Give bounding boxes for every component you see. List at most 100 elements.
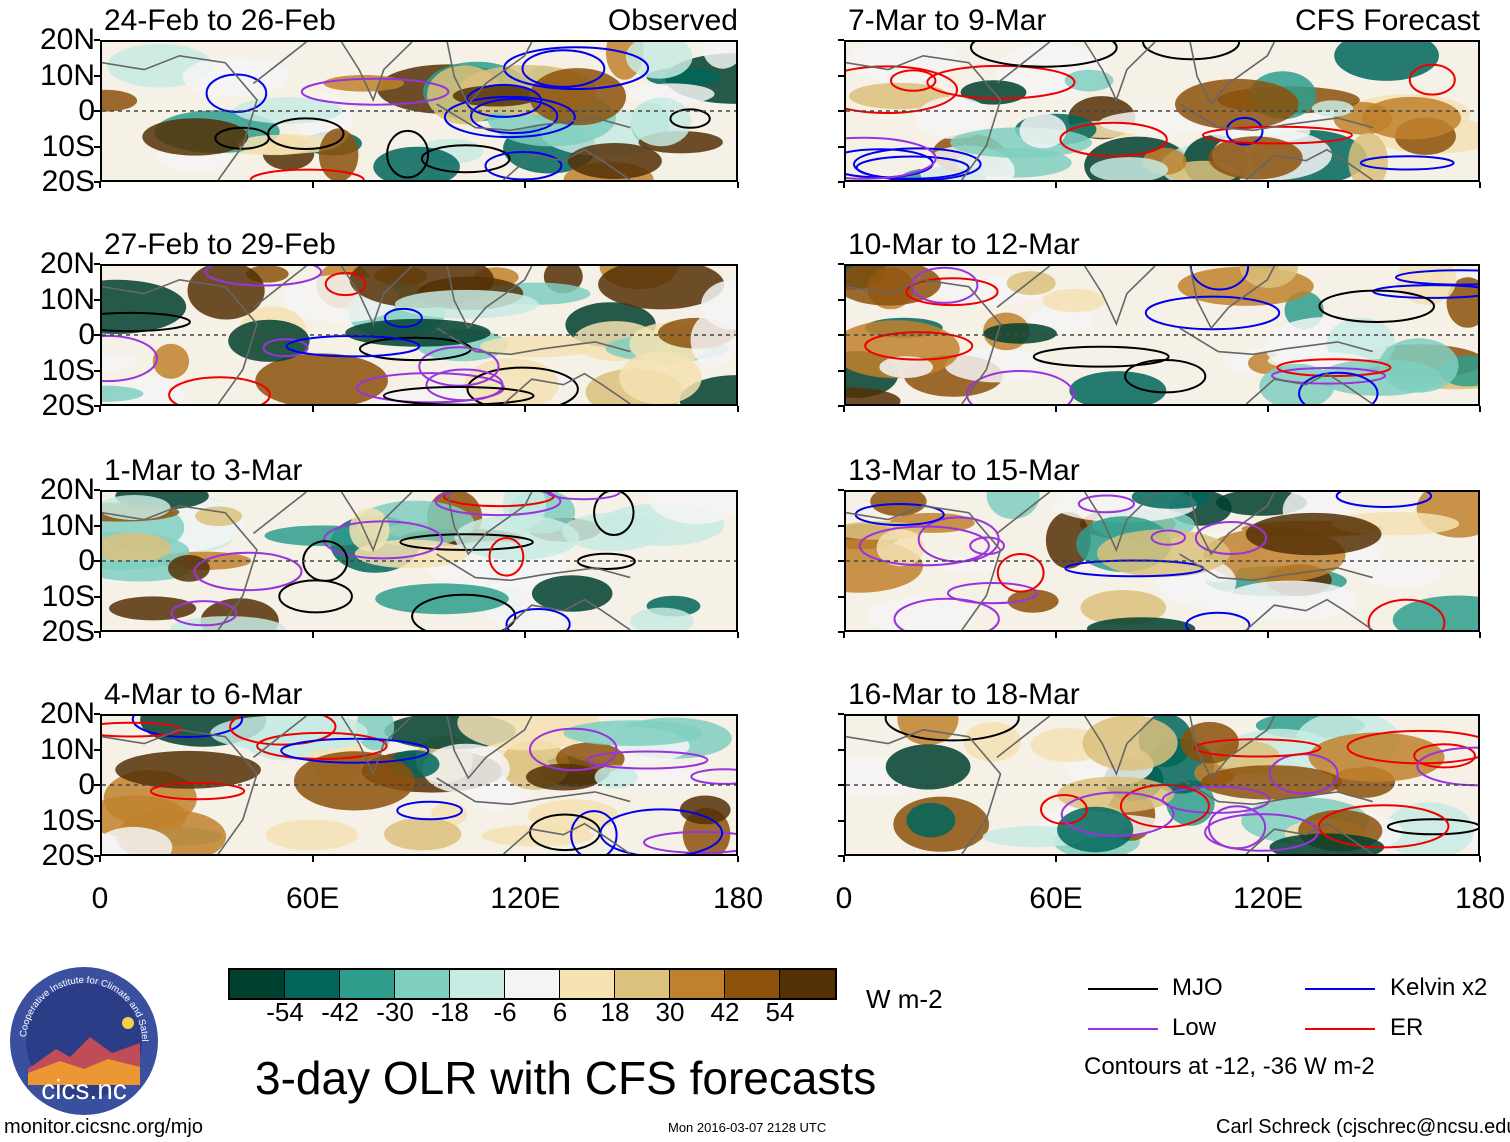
wave-contour <box>1276 358 1392 377</box>
olr-anomaly-blob <box>1057 806 1134 853</box>
olr-anomaly-blob <box>102 279 187 334</box>
olr-anomaly-blob <box>318 128 359 180</box>
lon-label: 180 <box>712 882 764 915</box>
wave-contour <box>1395 269 1478 286</box>
olr-anomaly-blob <box>1045 511 1091 569</box>
footer-timestamp: Mon 2016-03-07 2128 UTC <box>668 1120 827 1135</box>
wave-contour <box>131 716 244 738</box>
wave-contour <box>102 334 158 383</box>
panel-title: 16-Mar to 18-Mar <box>848 678 1080 711</box>
olr-anomaly-blob <box>1080 590 1167 626</box>
lat-tick <box>838 631 844 633</box>
lat-tick <box>838 181 844 183</box>
wave-contour <box>1060 791 1175 837</box>
wave-contour <box>893 597 1000 630</box>
coastline-africa <box>846 504 1002 630</box>
lat-tick <box>838 855 844 857</box>
colorbar-label: 42 <box>710 997 740 1027</box>
footer-author: Carl Schreck (cjschrec@ncsu.edu) <box>1216 1116 1510 1138</box>
colorbar-label: 6 <box>552 997 568 1027</box>
lat-tick <box>94 524 100 527</box>
olr-anomaly-blob <box>102 385 144 402</box>
wave-contour <box>884 716 1020 742</box>
lon-tick <box>99 856 101 862</box>
olr-anomaly-blob <box>647 492 736 524</box>
olr-anomaly-blob <box>1269 833 1385 854</box>
wave-contour <box>643 830 736 854</box>
colorbar-label: 30 <box>655 997 685 1027</box>
wave-contour <box>1204 813 1319 852</box>
lon-label: 180 <box>1454 882 1506 915</box>
wave-contour <box>170 600 238 627</box>
olr-anomaly-blob <box>702 42 736 69</box>
olr-anomaly-blob <box>1245 512 1382 556</box>
lon-tick <box>311 406 314 412</box>
lon-tick <box>99 406 101 412</box>
wave-contour <box>396 800 463 821</box>
colorbar-label: -30 <box>376 997 414 1027</box>
lat-tick <box>838 784 844 786</box>
colorbar-swatch <box>670 970 725 998</box>
lat-tick <box>838 524 844 527</box>
lat-label: 10S <box>41 803 95 837</box>
lat-label: 10S <box>41 579 95 613</box>
olr-anomaly-blob <box>481 824 594 847</box>
wave-contour <box>1207 805 1267 850</box>
olr-anomaly-blob <box>1175 78 1299 130</box>
legend-label-mjo: MJO <box>1172 974 1223 1001</box>
olr-map-panel <box>844 264 1480 406</box>
wave-contour <box>384 307 423 328</box>
olr-anomaly-blob <box>679 795 731 825</box>
colorbar <box>228 968 837 1000</box>
colorbar-swatch <box>395 970 450 998</box>
olr-anomaly-blob <box>906 802 956 838</box>
olr-anomaly-blob <box>625 42 693 79</box>
olr-anomaly-blob <box>986 492 1040 519</box>
wave-contour <box>969 42 1118 68</box>
wave-contour <box>434 492 562 517</box>
olr-map-panel <box>100 40 738 182</box>
lon-tick <box>1267 182 1269 188</box>
coastline-arabia <box>996 716 1051 759</box>
coastline-india <box>340 492 413 553</box>
coastline-seasia <box>446 492 533 556</box>
lat-label: 0 <box>78 94 95 127</box>
lat-tick <box>94 145 100 148</box>
olr-anomaly-blob <box>563 720 703 746</box>
coastline-australia <box>1245 372 1374 404</box>
wave-contour <box>267 117 345 150</box>
olr-anomaly-blob <box>846 387 901 404</box>
wave-contour <box>996 553 1045 593</box>
wave-contour <box>905 277 999 307</box>
coastline-arabia <box>996 266 1051 309</box>
lon-label: 0 <box>91 882 109 915</box>
lon-tick <box>1267 632 1269 638</box>
lat-tick <box>94 298 100 301</box>
wave-contour <box>249 168 365 180</box>
lat-label: 0 <box>78 544 95 577</box>
lat-label: 10N <box>39 58 95 92</box>
coastline-seasia <box>1189 716 1276 780</box>
colorbar-swatch <box>230 970 285 998</box>
lat-tick <box>94 560 100 562</box>
lat-label: 10N <box>39 732 95 766</box>
olr-anomaly-blob <box>630 607 694 630</box>
lon-tick <box>1055 856 1057 862</box>
lat-tick <box>94 595 100 598</box>
olr-anomaly-blob <box>1361 96 1461 140</box>
wave-contour <box>382 386 535 404</box>
logo-text: cics.nc <box>41 1074 127 1105</box>
lon-label: 120E <box>1232 882 1304 915</box>
lon-tick <box>843 632 845 638</box>
lat-label: 10S <box>41 353 95 387</box>
wave-contour <box>690 768 736 785</box>
olr-anomaly-blob <box>983 323 1057 344</box>
wave-contour <box>484 151 563 180</box>
wave-contour <box>1359 155 1455 171</box>
lon-tick <box>1055 182 1057 188</box>
wave-contour <box>846 136 937 180</box>
wave-contour <box>529 727 618 772</box>
olr-anomaly-blob <box>598 266 725 310</box>
lon-tick <box>99 182 101 188</box>
wave-contour <box>386 129 430 179</box>
